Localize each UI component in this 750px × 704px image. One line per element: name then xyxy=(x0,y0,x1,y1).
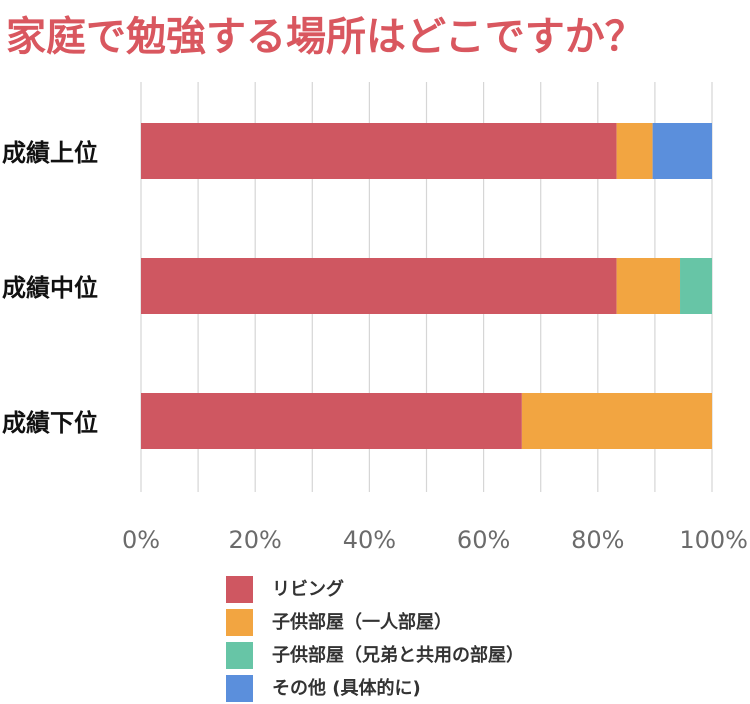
bar-segment xyxy=(141,258,617,314)
bar-segment xyxy=(680,258,712,314)
bar-segment xyxy=(521,393,712,449)
x-tick-label: 60% xyxy=(457,526,510,554)
legend-label: その他 (具体的に) xyxy=(272,678,421,699)
x-tick-label: 100% xyxy=(679,526,748,554)
x-tick-label: 80% xyxy=(571,526,624,554)
bar-segment xyxy=(141,123,617,179)
legend-swatch-other xyxy=(226,675,253,702)
legend-swatch-living xyxy=(226,576,253,603)
bar-segment xyxy=(616,123,653,179)
x-tick-label: 0% xyxy=(122,526,160,554)
category-label: 成績上位 xyxy=(2,139,98,167)
legend-label: リビング xyxy=(272,579,344,600)
x-tick-label: 20% xyxy=(229,526,282,554)
chart-title: 家庭で勉強する場所はどこですか？ xyxy=(6,14,645,60)
bar-segment xyxy=(652,123,712,179)
category-label: 成績中位 xyxy=(2,274,98,302)
legend-swatch-shared-room xyxy=(226,642,253,669)
x-tick-label: 40% xyxy=(343,526,396,554)
legend-label: 子供部屋（兄弟と共用の部屋） xyxy=(272,645,524,666)
legend-swatch-own-room xyxy=(226,609,253,636)
legend-label: 子供部屋（一人部屋） xyxy=(272,612,452,633)
bar-segment xyxy=(616,258,681,314)
category-label: 成績下位 xyxy=(2,409,98,437)
bar-segment xyxy=(141,393,522,449)
